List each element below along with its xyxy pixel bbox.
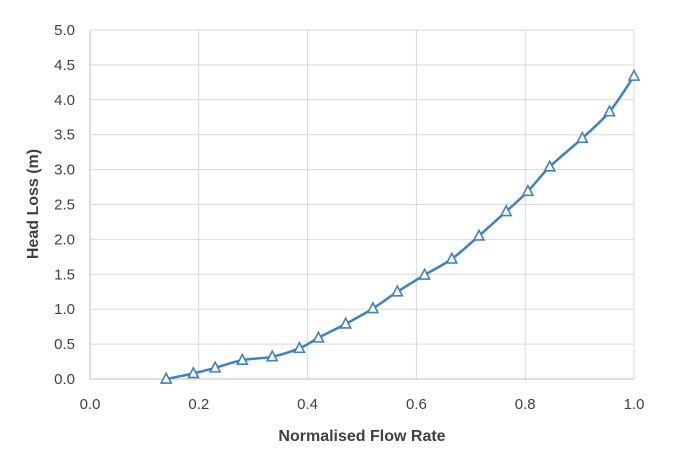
data-point-marker xyxy=(603,104,616,117)
data-point-marker xyxy=(265,349,279,362)
data-point-marker xyxy=(627,68,641,81)
data-point-marker xyxy=(418,267,431,280)
data-point-marker xyxy=(445,251,459,264)
data-point-marker xyxy=(366,301,380,314)
series-line xyxy=(164,74,636,381)
grid-layer xyxy=(90,29,635,379)
data-point-marker xyxy=(472,228,486,241)
y-tick-label: 2.0 xyxy=(54,231,75,248)
series-layer xyxy=(159,68,641,384)
ticks-layer: 0.0 0.5 1.0 1.5 2.0 2.5 3.0 3.5 4.0 4.5 5.0 0.0 0.2 0… xyxy=(54,22,644,413)
y-axis-title: Head Loss (m) xyxy=(25,149,42,259)
data-point-marker xyxy=(312,330,325,343)
data-point-marker xyxy=(499,204,513,217)
data-point-marker xyxy=(576,130,589,144)
y-tick-label: 3.5 xyxy=(54,127,75,144)
x-tick-label: 0.8 xyxy=(515,396,536,413)
y-tick-label: 4.0 xyxy=(54,92,75,109)
x-tick-label: 0.6 xyxy=(406,396,427,413)
y-tick-label: 4.5 xyxy=(54,57,75,74)
data-point-marker xyxy=(339,316,352,329)
x-axis-title: Normalised Flow Rate xyxy=(278,428,445,445)
data-point-marker xyxy=(391,284,404,297)
y-tick-label: 1.5 xyxy=(54,266,75,283)
data-point-marker xyxy=(543,159,556,172)
y-tick-label: 5.0 xyxy=(54,22,75,39)
data-point-marker xyxy=(187,366,200,379)
y-tick-label: 0.5 xyxy=(54,336,75,353)
y-tick-label: 3.0 xyxy=(54,162,75,179)
axis-layer xyxy=(89,30,634,380)
y-tick-label: 1.0 xyxy=(54,301,75,318)
data-point-marker xyxy=(159,371,173,384)
x-tick-label: 1.0 xyxy=(624,396,645,413)
data-point-marker xyxy=(293,340,306,354)
y-tick-label: 0.0 xyxy=(54,371,75,388)
data-point-marker xyxy=(208,360,222,373)
data-point-marker xyxy=(521,183,535,197)
y-tick-label: 2.5 xyxy=(54,197,75,214)
x-tick-label: 0.2 xyxy=(188,396,209,413)
data-point-marker xyxy=(236,352,249,366)
x-tick-label: 0.0 xyxy=(80,396,101,413)
x-tick-label: 0.4 xyxy=(297,396,318,413)
